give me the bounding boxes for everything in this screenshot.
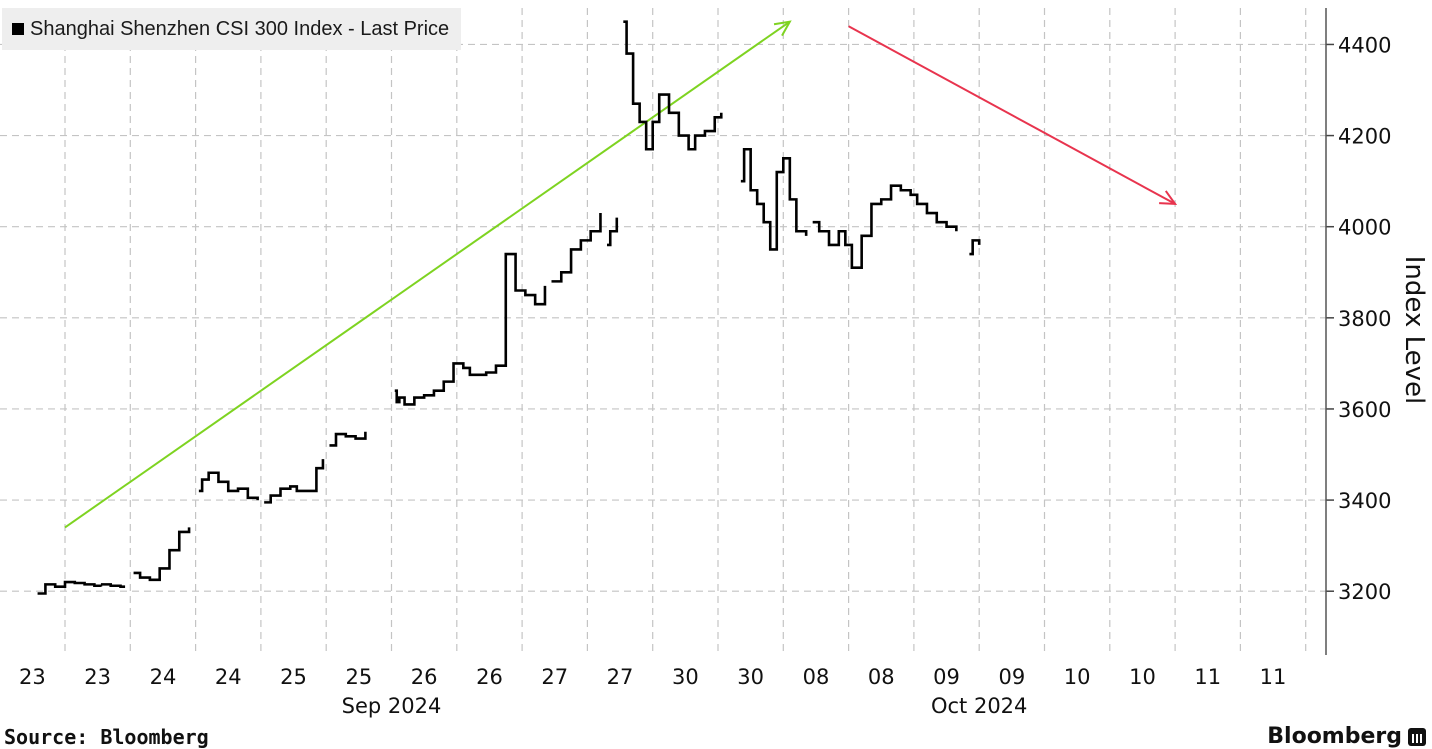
y-tick-label: 3200	[1338, 580, 1391, 604]
arrow-head	[773, 20, 792, 37]
series-line-segment	[133, 527, 191, 582]
series-line-segment	[198, 471, 259, 501]
series-line-segment	[264, 459, 325, 504]
x-tick-label: 11	[1194, 665, 1221, 689]
y-axis: 3200 3400 3600 3800 4000 4200 4400 Index Level	[1325, 8, 1429, 655]
x-tick-label: 11	[1260, 665, 1287, 689]
x-tick-label: 10	[1064, 665, 1091, 689]
brand-logo: Bloomberg	[1267, 724, 1426, 749]
x-tick-label: 27	[541, 665, 568, 689]
y-axis-label: Index Level	[1399, 256, 1429, 404]
y-tick-label: 4200	[1338, 125, 1391, 149]
x-month-label: Oct 2024	[931, 694, 1027, 718]
brand-name: Bloomberg	[1267, 724, 1402, 749]
x-tick-label: 26	[411, 665, 438, 689]
series-line-segment	[329, 431, 367, 447]
series-line-segment	[606, 217, 619, 247]
x-tick-label: 25	[345, 665, 372, 689]
x-axis: 23 23 24 24 25 25 26 26 27 27 30 30 08 08 09 09 10 10 11 11…	[19, 665, 1286, 718]
x-tick-label: 09	[933, 665, 960, 689]
legend-label: Shanghai Shenzhen CSI 300 Index - Last P…	[30, 17, 450, 40]
x-tick-label: 30	[737, 665, 764, 689]
y-tick-label: 4000	[1338, 216, 1391, 240]
x-tick-label: 10	[1129, 665, 1156, 689]
x-tick-label: 24	[150, 665, 177, 689]
series-line-segment	[740, 147, 808, 251]
series-line-segment	[623, 20, 723, 151]
x-tick-label: 09	[998, 665, 1025, 689]
legend: Shanghai Shenzhen CSI 300 Index - Last P…	[2, 8, 462, 50]
x-tick-label: 26	[476, 665, 503, 689]
arrow-head	[1159, 190, 1178, 206]
series-line-segment	[394, 252, 547, 406]
series-group	[37, 20, 981, 595]
x-tick-label: 25	[280, 665, 307, 689]
source-note: Source: Bloomberg	[4, 725, 209, 749]
grid-lines	[0, 8, 1326, 655]
series-line-segment	[37, 580, 103, 595]
x-tick-label: 27	[607, 665, 634, 689]
series-line-segment	[969, 239, 981, 256]
bloomberg-chart-icon	[1408, 727, 1426, 746]
series-line-segment	[551, 213, 602, 283]
x-tick-label: 23	[84, 665, 111, 689]
arrow-shaft	[848, 25, 1176, 205]
series-line-segment	[100, 583, 126, 588]
x-month-label: Sep 2024	[342, 694, 442, 718]
x-tick-label: 24	[215, 665, 242, 689]
x-tick-label: 08	[803, 665, 830, 689]
y-tick-label: 3800	[1338, 307, 1391, 331]
series-line-segment	[812, 184, 958, 270]
arrow-shaft	[64, 20, 791, 529]
y-tick-label: 4400	[1338, 33, 1391, 57]
x-tick-label: 23	[19, 665, 46, 689]
y-tick-label: 3400	[1338, 489, 1391, 513]
x-tick-label: 08	[868, 665, 895, 689]
x-tick-label: 30	[672, 665, 699, 689]
legend-swatch	[12, 23, 24, 35]
trend-arrows	[64, 20, 1178, 529]
y-tick-label: 3600	[1338, 398, 1391, 422]
